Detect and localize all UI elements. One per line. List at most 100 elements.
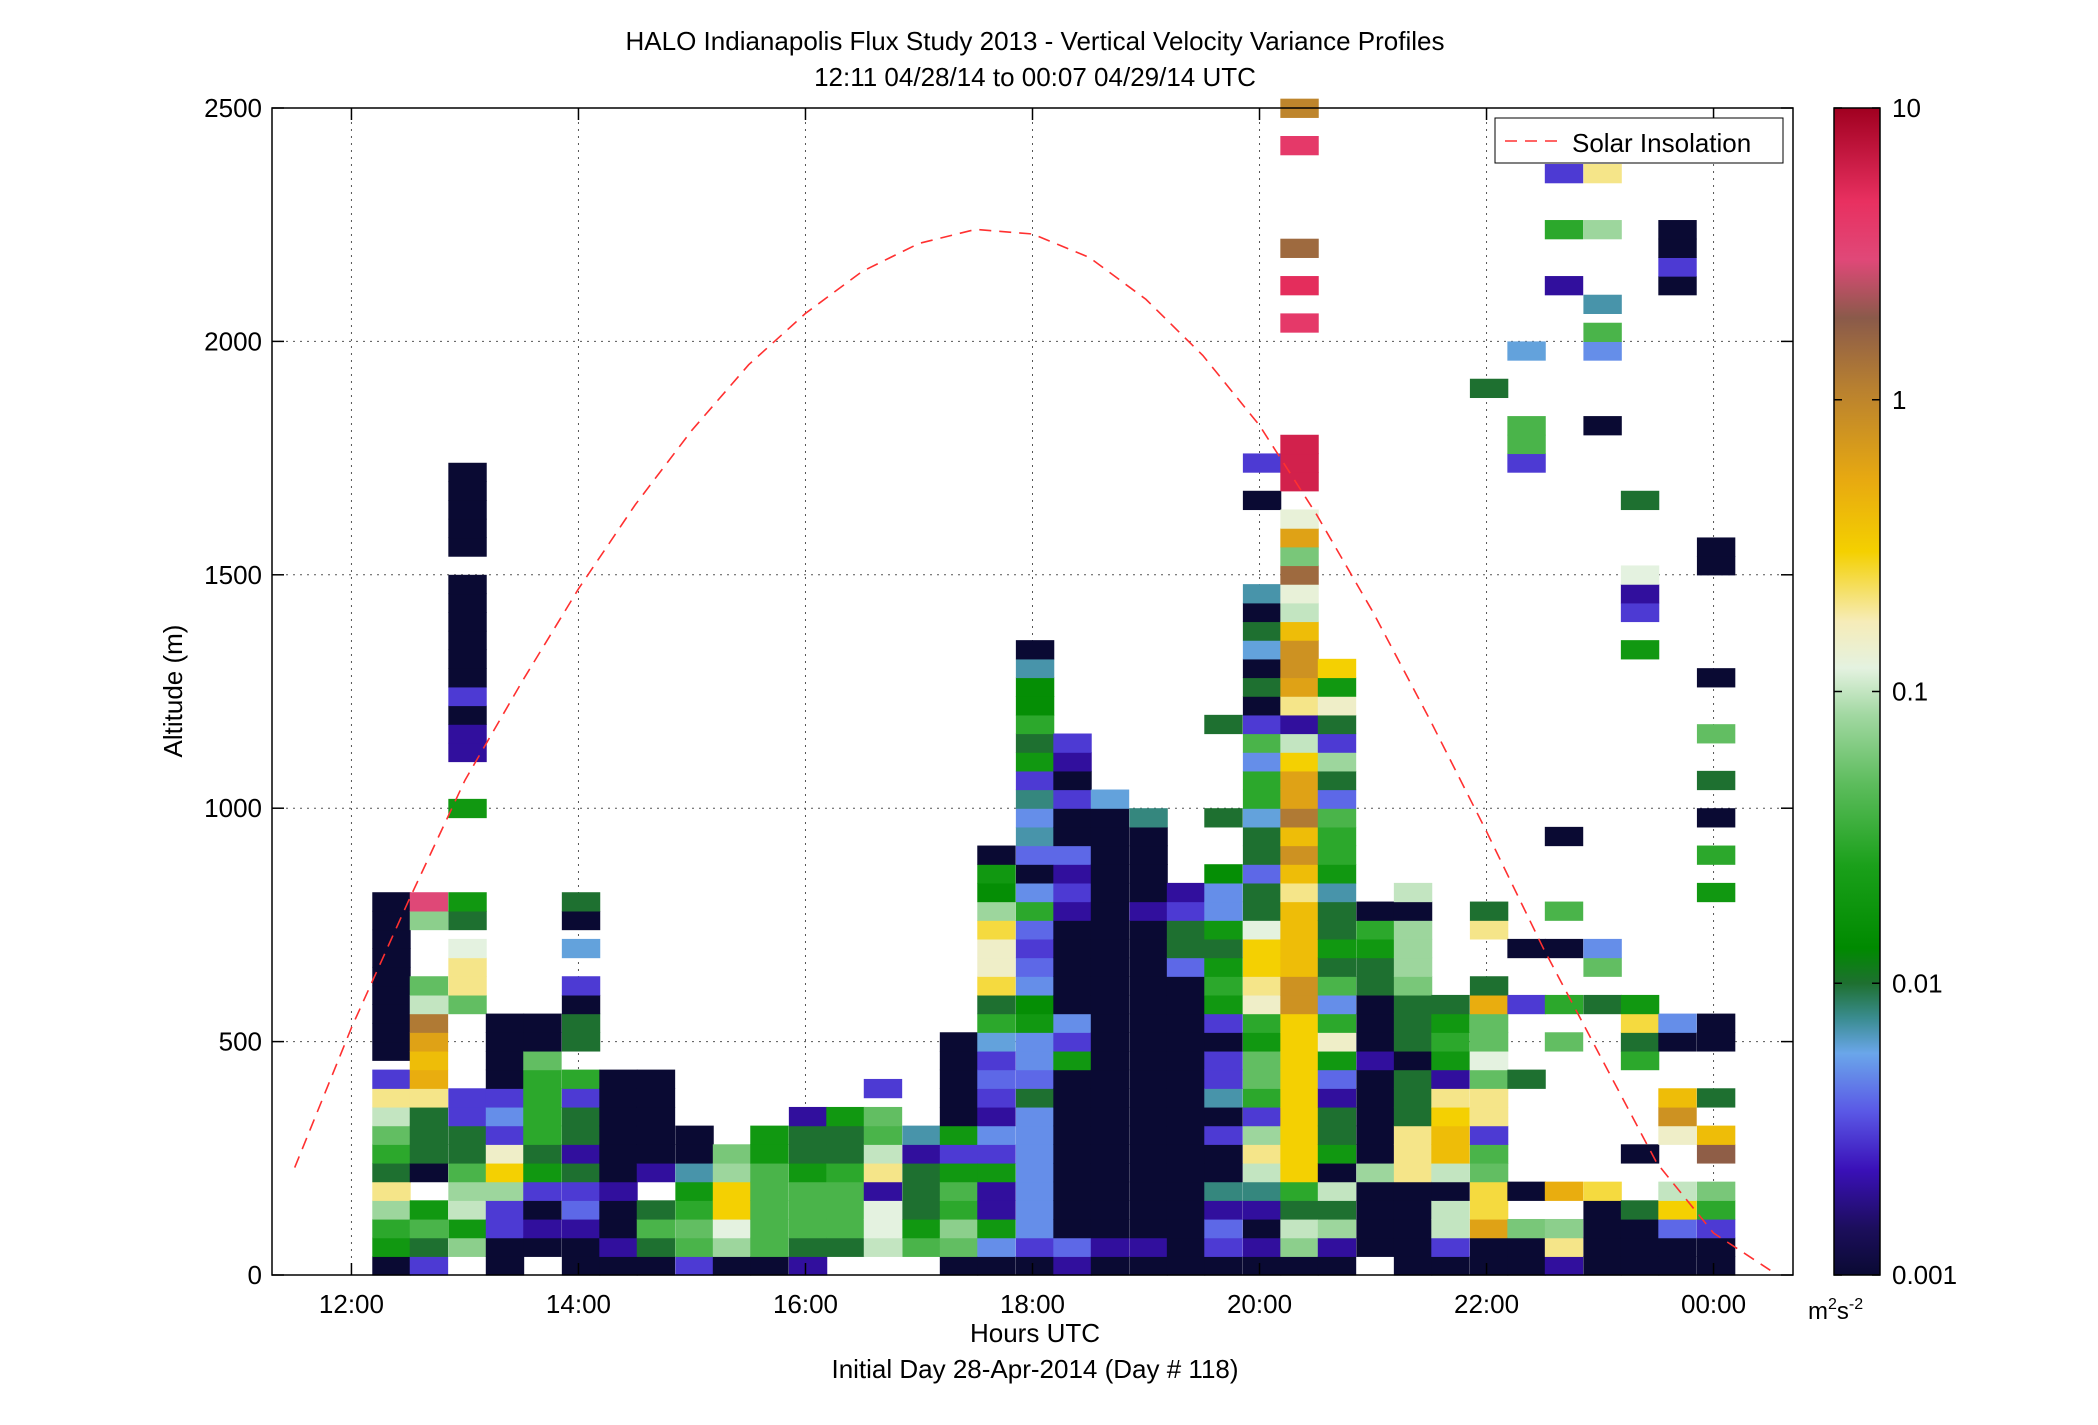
- heatmap-cell: [409, 892, 449, 912]
- legend-box: [1494, 117, 1784, 164]
- heatmap-cell: [448, 910, 487, 931]
- heatmap-cell: [1469, 1013, 1509, 1033]
- heatmap-cell: [902, 1181, 941, 1201]
- heatmap-cell: [788, 1256, 828, 1276]
- heatmap-cell: [409, 1106, 449, 1127]
- heatmap-cell: [1696, 1218, 1736, 1239]
- heatmap-cell: [636, 1069, 676, 1089]
- heatmap-cell: [1053, 1162, 1092, 1183]
- heatmap-cell: [1090, 789, 1130, 809]
- heatmap-cell: [561, 1125, 601, 1145]
- heatmap-cell: [1242, 957, 1282, 977]
- heatmap-cell: [1280, 864, 1319, 884]
- x-tick-label: 16:00: [773, 1289, 838, 1319]
- heatmap-cell: [1280, 528, 1319, 548]
- colorbar-tick-label: 0.1: [1892, 677, 1928, 707]
- heatmap-cell: [1393, 938, 1433, 959]
- heatmap-cell: [1090, 845, 1130, 865]
- heatmap-cell: [1242, 453, 1282, 473]
- heatmap-cell: [1469, 1181, 1509, 1201]
- heatmap-cell: [1280, 1050, 1319, 1071]
- heatmap-cell: [1015, 1200, 1055, 1220]
- heatmap-cell: [1583, 341, 1622, 361]
- heatmap-cell: [1129, 1162, 1168, 1183]
- colorbar: 0.001 0.01 0.1 1 10 m2s-2: [1808, 93, 1957, 1325]
- heatmap-cell: [1053, 808, 1092, 828]
- heatmap-cell: [977, 1032, 1016, 1052]
- heatmap-cell: [1090, 1162, 1130, 1183]
- heatmap-cell: [1242, 1181, 1282, 1201]
- heatmap-cell: [1090, 938, 1130, 959]
- heatmap-cell: [939, 1181, 979, 1201]
- heatmap-cell: [939, 1125, 979, 1145]
- heatmap-cell: [372, 1237, 411, 1257]
- heatmap-cell: [1129, 1032, 1168, 1052]
- heatmap-cell: [750, 1237, 789, 1257]
- heatmap-cell: [826, 1162, 865, 1183]
- heatmap-cell: [1280, 1256, 1319, 1276]
- heatmap-cell: [675, 1181, 714, 1201]
- heatmap-cell: [1544, 938, 1584, 959]
- heatmap-cell: [1280, 1200, 1319, 1220]
- heatmap-cell: [1317, 901, 1357, 921]
- heatmap-cell: [1583, 1256, 1622, 1276]
- heatmap-cell: [1280, 976, 1319, 996]
- heatmap-cell: [863, 1078, 903, 1099]
- y-tick-label: 2500: [204, 93, 262, 123]
- heatmap-cell: [1129, 882, 1168, 903]
- heatmap-cell: [1280, 276, 1319, 296]
- heatmap-cell: [1431, 1069, 1470, 1089]
- heatmap-cell: [1242, 1088, 1282, 1108]
- heatmap-cell: [1507, 453, 1546, 473]
- heatmap-cell: [1393, 976, 1433, 996]
- heatmap-cell: [712, 1181, 752, 1201]
- heatmap-cell: [1356, 920, 1395, 940]
- heatmap-cell: [372, 1218, 411, 1239]
- heatmap-cell: [1469, 1256, 1509, 1276]
- heatmap-cell: [1507, 1256, 1546, 1276]
- heatmap-cell: [1015, 938, 1055, 959]
- heatmap-cell: [939, 1162, 979, 1183]
- heatmap-cell: [1280, 546, 1319, 567]
- heatmap-cell: [977, 1181, 1016, 1201]
- heatmap-cell: [1129, 1256, 1168, 1276]
- heatmap-cell: [1583, 294, 1622, 314]
- heatmap-cell: [977, 976, 1016, 996]
- heatmap-cell: [1015, 882, 1055, 903]
- x-tick-label: 20:00: [1227, 1289, 1292, 1319]
- heatmap-cell: [1204, 976, 1243, 996]
- heatmap-cell: [485, 1256, 525, 1276]
- heatmap-cell: [1015, 752, 1055, 772]
- heatmap-cell: [1129, 1218, 1168, 1239]
- heatmap-cell: [788, 1200, 828, 1220]
- heatmap-cell: [523, 1106, 562, 1127]
- heatmap-cell: [409, 1237, 449, 1257]
- heatmap-cell: [1280, 136, 1319, 156]
- heatmap-cell: [1015, 1069, 1055, 1089]
- heatmap-cell: [448, 1088, 487, 1108]
- heatmap-cell: [939, 1237, 979, 1257]
- heatmap-cell: [1356, 1013, 1395, 1033]
- heatmap-cell: [1015, 696, 1055, 716]
- heatmap-cell: [448, 518, 487, 539]
- heatmap-cell: [1544, 1256, 1584, 1276]
- heatmap-cell: [1015, 845, 1055, 865]
- heatmap-cell: [1242, 864, 1282, 884]
- heatmap-cell: [1053, 752, 1092, 772]
- heatmap-cell: [1356, 994, 1395, 1015]
- heatmap-cell: [1053, 1125, 1092, 1145]
- heatmap-cell: [1015, 770, 1055, 791]
- heatmap-cell: [826, 1200, 865, 1220]
- heatmap-cell: [1544, 1237, 1584, 1257]
- heatmap-cell: [977, 1144, 1016, 1164]
- heatmap-cell: [1242, 1256, 1282, 1276]
- heatmap-cell: [372, 1181, 411, 1201]
- heatmap-cell: [1431, 1162, 1470, 1183]
- heatmap-cell: [636, 1237, 676, 1257]
- heatmap-cell: [1242, 733, 1282, 753]
- heatmap-cell: [1544, 1218, 1584, 1239]
- heatmap-cell: [1280, 509, 1319, 529]
- heatmap-cell: [1696, 537, 1736, 557]
- heatmap-cell: [1280, 565, 1319, 585]
